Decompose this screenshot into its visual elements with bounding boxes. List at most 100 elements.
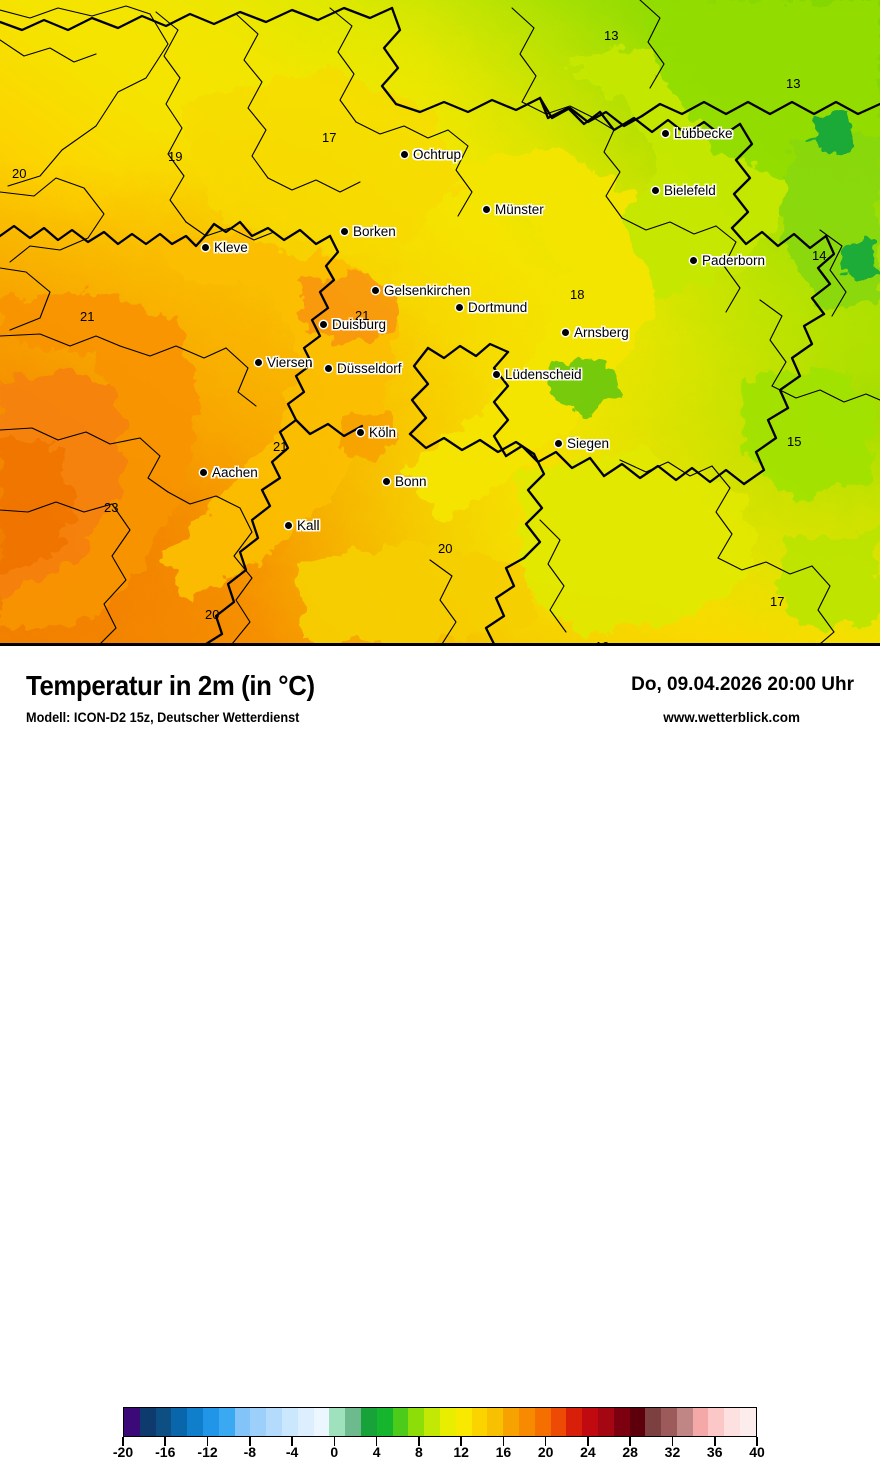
city-marker: Arnsberg <box>562 326 629 340</box>
city-name: Bielefeld <box>664 183 716 198</box>
city-name: Köln <box>369 425 397 440</box>
colorbar-tick-labels: -20 -16 -12 -8 -4 0 4 8 12 16 20 24 28 32 36 40 <box>0 1444 880 1468</box>
city-dot-icon <box>690 257 697 265</box>
colorbar-tick-label: -12 <box>197 1444 218 1460</box>
city-dot-icon <box>341 228 348 236</box>
colorbar-tick-label: 32 <box>664 1444 681 1460</box>
temperature-value-label: 18 <box>570 287 585 302</box>
temperature-value-label: 14 <box>812 248 827 263</box>
colorbar-tick-label: -8 <box>243 1444 257 1460</box>
website-credit: www.wetterblick.com <box>663 710 800 725</box>
city-marker: Lübbecke <box>662 127 733 141</box>
colorbar-swatch <box>345 1408 361 1436</box>
city-dot-icon <box>383 478 390 486</box>
colorbar-tick-label: -4 <box>285 1444 299 1460</box>
city-dot-icon <box>401 151 408 159</box>
colorbar-swatch <box>424 1408 440 1436</box>
colorbar-swatch <box>724 1408 741 1436</box>
temperature-value-label: 19 <box>168 149 183 164</box>
colorbar[interactable] <box>123 1407 757 1437</box>
city-name: Lübbecke <box>674 126 733 141</box>
model-subtitle: Modell: ICON-D2 15z, Deutscher Wetterdie… <box>26 710 300 725</box>
colorbar-swatch <box>676 1408 693 1436</box>
city-marker: Gelsenkirchen <box>372 284 470 298</box>
temperature-value-label: 20 <box>438 541 453 556</box>
colorbar-tick-label: 8 <box>414 1444 423 1460</box>
colorbar-swatch <box>661 1408 677 1436</box>
temperature-value-label: 13 <box>604 28 619 43</box>
city-name: Gelsenkirchen <box>384 283 471 298</box>
temperature-value-label: 15 <box>787 434 802 449</box>
city-name: Münster <box>495 202 544 217</box>
colorbar-swatch <box>455 1408 472 1436</box>
colorbar-swatch <box>124 1408 140 1436</box>
city-name: Kleve <box>214 240 248 255</box>
city-marker: Dortmund <box>456 301 527 315</box>
colorbar-swatch <box>708 1408 725 1436</box>
city-dot-icon <box>652 187 659 195</box>
temperature-value-label: 21 <box>273 439 288 454</box>
colorbar-swatch <box>171 1408 188 1436</box>
colorbar-swatch <box>250 1408 267 1436</box>
temperature-value-label: 17 <box>770 594 785 609</box>
city-marker: Aachen <box>200 466 258 480</box>
temperature-value-label: 21 <box>80 309 95 324</box>
temperature-map[interactable]: 13 13 17 19 20 14 18 21 21 21 15 23 20 20 17 19 Lübbeck… <box>0 0 880 646</box>
city-dot-icon <box>325 365 332 373</box>
city-name: Lüdenscheid <box>505 367 582 382</box>
colorbar-swatch <box>487 1408 504 1436</box>
colorbar-tick-label: 16 <box>495 1444 512 1460</box>
page-title: Temperatur in 2m (in °C) <box>26 670 315 701</box>
city-marker: Lüdenscheid <box>493 368 582 382</box>
colorbar-swatch <box>266 1408 282 1436</box>
colorbar-swatch <box>597 1408 614 1436</box>
colorbar-tick-label: -20 <box>112 1444 134 1460</box>
city-marker: Borken <box>341 225 396 239</box>
temperature-value-label: 20 <box>12 166 27 181</box>
city-dot-icon <box>456 304 463 312</box>
colorbar-swatch <box>281 1408 298 1436</box>
colorbar-swatch <box>187 1408 203 1436</box>
temperature-value-label: 19 <box>595 640 609 643</box>
colorbar-swatch <box>139 1408 156 1436</box>
colorbar-tick-label: 36 <box>706 1444 723 1460</box>
city-marker: Kall <box>285 519 320 533</box>
colorbar-swatch <box>582 1408 598 1436</box>
city-dot-icon <box>493 371 500 379</box>
colorbar-swatch <box>503 1408 519 1436</box>
city-marker: Duisburg <box>320 318 386 332</box>
city-dot-icon <box>372 287 379 295</box>
city-name: Kall <box>297 518 320 533</box>
colorbar-tick-label: 0 <box>330 1444 339 1460</box>
temperature-value-label: 20 <box>205 607 220 622</box>
colorbar-swatch <box>297 1408 314 1436</box>
city-name: Siegen <box>567 436 610 451</box>
colorbar-swatch <box>518 1408 535 1436</box>
colorbar-swatch <box>550 1408 567 1436</box>
city-marker: Siegen <box>555 437 609 451</box>
colorbar-swatch <box>202 1408 219 1436</box>
city-name: Bonn <box>395 474 427 489</box>
valid-timestamp: Do, 09.04.2026 20:00 Uhr <box>631 674 854 695</box>
city-marker: Viersen <box>255 356 313 370</box>
city-marker: Ochtrup <box>401 148 461 162</box>
city-name: Arnsberg <box>574 325 629 340</box>
colorbar-swatch <box>218 1408 235 1436</box>
city-name: Dortmund <box>468 300 528 315</box>
colorbar-tick-label: -16 <box>155 1444 176 1460</box>
city-dot-icon <box>320 321 327 329</box>
city-dot-icon <box>357 429 364 437</box>
colorbar-tick-label: 24 <box>580 1444 596 1460</box>
colorbar-swatch <box>376 1408 393 1436</box>
city-marker: Kleve <box>202 241 248 255</box>
city-marker: Köln <box>357 426 396 440</box>
colorbar-swatch <box>534 1408 551 1436</box>
city-name: Viersen <box>267 355 313 370</box>
city-dot-icon <box>285 522 292 530</box>
city-dot-icon <box>255 359 262 367</box>
city-dot-icon <box>200 469 207 477</box>
administrative-borders <box>0 0 880 643</box>
city-name: Duisburg <box>332 317 387 332</box>
colorbar-swatches[interactable] <box>123 1407 757 1437</box>
